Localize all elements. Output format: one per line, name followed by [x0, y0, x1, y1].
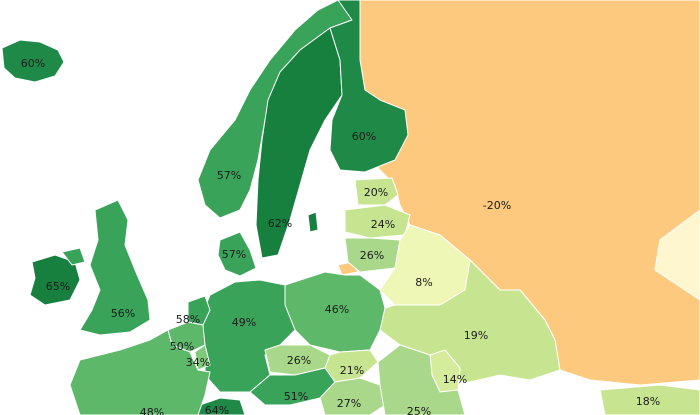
- label-ireland: 65%: [46, 280, 70, 293]
- northern-ireland-region: [61, 247, 86, 266]
- uk-region: [79, 199, 151, 336]
- label-moldova: 14%: [443, 373, 467, 386]
- finland-region: [329, 0, 409, 173]
- label-slovakia: 21%: [340, 364, 364, 377]
- label-lithuania: 26%: [360, 249, 384, 262]
- label-russia: -20%: [483, 199, 511, 212]
- label-finland: 60%: [352, 130, 376, 143]
- gotland-region: [307, 211, 319, 233]
- label-ukraine: 19%: [464, 329, 488, 342]
- luxembourg-region: [194, 344, 211, 371]
- romania-region: [377, 344, 466, 415]
- label-germany: 49%: [232, 316, 256, 329]
- label-france: 48%: [140, 406, 164, 415]
- label-belgium: 50%: [170, 340, 194, 353]
- label-romania: 25%: [407, 405, 431, 415]
- label-uk: 56%: [111, 307, 135, 320]
- label-norway: 57%: [217, 169, 241, 182]
- label-czechia: 26%: [287, 354, 311, 367]
- georgia-region: [599, 384, 700, 415]
- france-region: [69, 329, 211, 415]
- iceland-region: [1, 39, 65, 83]
- label-iceland: 60%: [21, 57, 45, 70]
- label-austria: 51%: [284, 390, 308, 403]
- label-latvia: 24%: [371, 218, 395, 231]
- label-netherlands: 58%: [176, 313, 200, 326]
- label-poland: 46%: [325, 303, 349, 316]
- label-luxembourg: 34%: [186, 356, 210, 369]
- label-georgia: 18%: [636, 395, 660, 408]
- denmark-region: [217, 231, 257, 277]
- ireland-region: [29, 254, 81, 306]
- estonia-region: [354, 177, 399, 206]
- kazakhstan-region: [654, 209, 700, 301]
- label-denmark: 57%: [222, 248, 246, 261]
- label-sweden: 62%: [268, 217, 292, 230]
- netherlands-region: [187, 295, 211, 326]
- label-estonia: 20%: [364, 186, 388, 199]
- label-belarus: 8%: [415, 276, 432, 289]
- label-hungary: 27%: [337, 397, 361, 410]
- label-switzerland: 64%: [205, 404, 229, 415]
